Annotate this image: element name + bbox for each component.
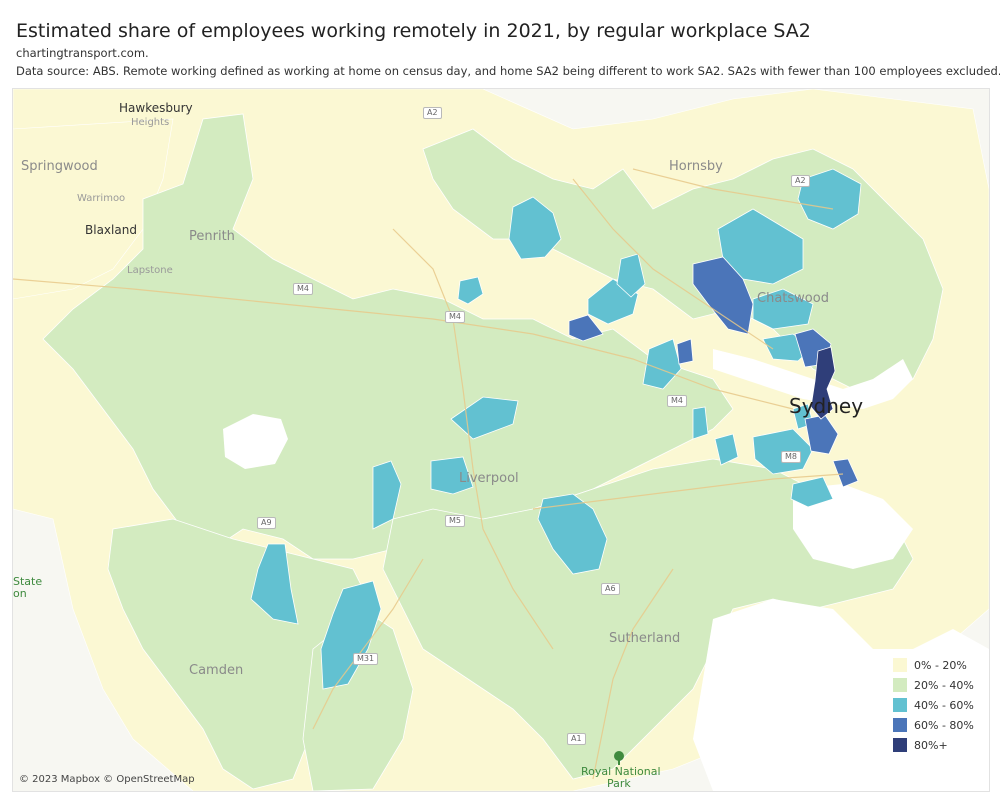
place-camden: Camden (189, 663, 244, 678)
map-title: Estimated share of employees working rem… (16, 20, 811, 42)
road-shield-m4-mid: M4 (445, 311, 465, 323)
region-60-80-airport[interactable] (832, 458, 859, 488)
region-40-60-bankstown[interactable] (537, 493, 608, 575)
map-legend: 0% - 20% 20% - 40% 40% - 60% 60% - 80% 8… (893, 655, 985, 755)
place-state: State (13, 575, 43, 588)
road-shield-m8: M8 (781, 451, 801, 463)
region-40-60-campbelltown[interactable] (320, 580, 382, 690)
region-40-60-narellan[interactable] (250, 543, 299, 625)
road-shield-m31: M31 (353, 653, 379, 665)
road-shield-a6: A6 (601, 583, 620, 595)
place-hawkesbury: Hawkesbury (119, 101, 193, 115)
place-blaxland: Blaxland (85, 223, 137, 237)
region-60-80-parramatta-cbd[interactable] (568, 314, 604, 342)
region-0-20-blue-mountains[interactable] (13, 118, 174, 300)
legend-swatch-1 (893, 678, 907, 692)
legend-swatch-3 (893, 718, 907, 732)
road-shield-a1: A1 (567, 733, 586, 745)
region-40-60-liverpool-west[interactable] (372, 460, 402, 530)
region-20-40-west[interactable] (42, 113, 734, 560)
region-40-60-hornsby[interactable] (797, 168, 862, 230)
place-chatswood: Chatswood (757, 291, 829, 306)
legend-item-3[interactable]: 60% - 80% (893, 715, 985, 735)
map-attribution[interactable]: © 2023 Mapbox © OpenStreetMap (19, 774, 195, 785)
map-viewport[interactable]: Hawkesbury Heights Springwood Warrimoo B… (12, 88, 990, 792)
road-shield-m5: M5 (445, 515, 465, 527)
place-penrith: Penrith (189, 229, 235, 244)
legend-item-1[interactable]: 20% - 40% (893, 675, 985, 695)
legend-item-0[interactable]: 0% - 20% (893, 655, 985, 675)
region-40-60-blacktown[interactable] (457, 276, 484, 305)
water-ocean-south (693, 599, 989, 791)
legend-label-4: 80%+ (914, 738, 948, 752)
legend-item-4[interactable]: 80%+ (893, 735, 985, 755)
road-shield-a9: A9 (257, 517, 276, 529)
region-40-60-chatswood[interactable] (752, 288, 814, 330)
region-60-80-macquarie-park[interactable] (692, 256, 754, 335)
region-40-60-north-hills[interactable] (508, 196, 562, 260)
legend-item-2[interactable]: 40% - 60% (893, 695, 985, 715)
source-site: chartingtransport.com. (16, 46, 149, 60)
region-40-60-macquarie[interactable] (616, 253, 646, 298)
road-network (13, 168, 844, 780)
water-lake (223, 414, 288, 469)
region-80plus-sydney-cbd[interactable] (810, 346, 836, 420)
place-warrimoo: Warrimoo (77, 193, 126, 204)
region-40-60-mascot[interactable] (790, 476, 834, 508)
place-royal-national: Royal National (581, 765, 661, 778)
road-shield-a2-top: A2 (423, 107, 442, 119)
legend-label-1: 20% - 40% (914, 678, 974, 692)
region-60-80-rhodes[interactable] (676, 338, 694, 365)
legend-label-0: 0% - 20% (914, 658, 967, 672)
road-shield-a2-east: A2 (791, 175, 810, 187)
road-shield-m4-east: M4 (667, 395, 687, 407)
legend-label-3: 60% - 80% (914, 718, 974, 732)
legend-swatch-4 (893, 738, 907, 752)
region-40-60-homebush[interactable] (642, 338, 682, 390)
place-heights: Heights (131, 117, 170, 128)
region-40-60-liverpool-mid[interactable] (430, 456, 474, 495)
place-hornsby: Hornsby (669, 159, 723, 174)
place-sutherland: Sutherland (609, 631, 681, 646)
place-sydney: Sydney (789, 394, 864, 418)
road-shield-m4-west: M4 (293, 283, 313, 295)
legend-swatch-2 (893, 698, 907, 712)
legend-swatch-0 (893, 658, 907, 672)
region-40-60-strathfield[interactable] (692, 406, 709, 440)
data-source-note: Data source: ABS. Remote working defined… (16, 64, 1000, 78)
place-on: on (13, 587, 27, 600)
place-springwood: Springwood (21, 159, 98, 174)
place-lapstone: Lapstone (127, 265, 173, 276)
chart-header: Estimated share of employees working rem… (16, 18, 1000, 80)
legend-label-2: 40% - 60% (914, 698, 974, 712)
park-tree-icon (614, 751, 624, 765)
place-liverpool: Liverpool (459, 471, 519, 486)
water-botany-bay (793, 484, 913, 569)
water-harbour (713, 349, 913, 409)
region-40-60-marrickville[interactable] (714, 433, 739, 466)
place-park: Park (607, 777, 631, 790)
choropleth-map[interactable] (13, 89, 989, 791)
